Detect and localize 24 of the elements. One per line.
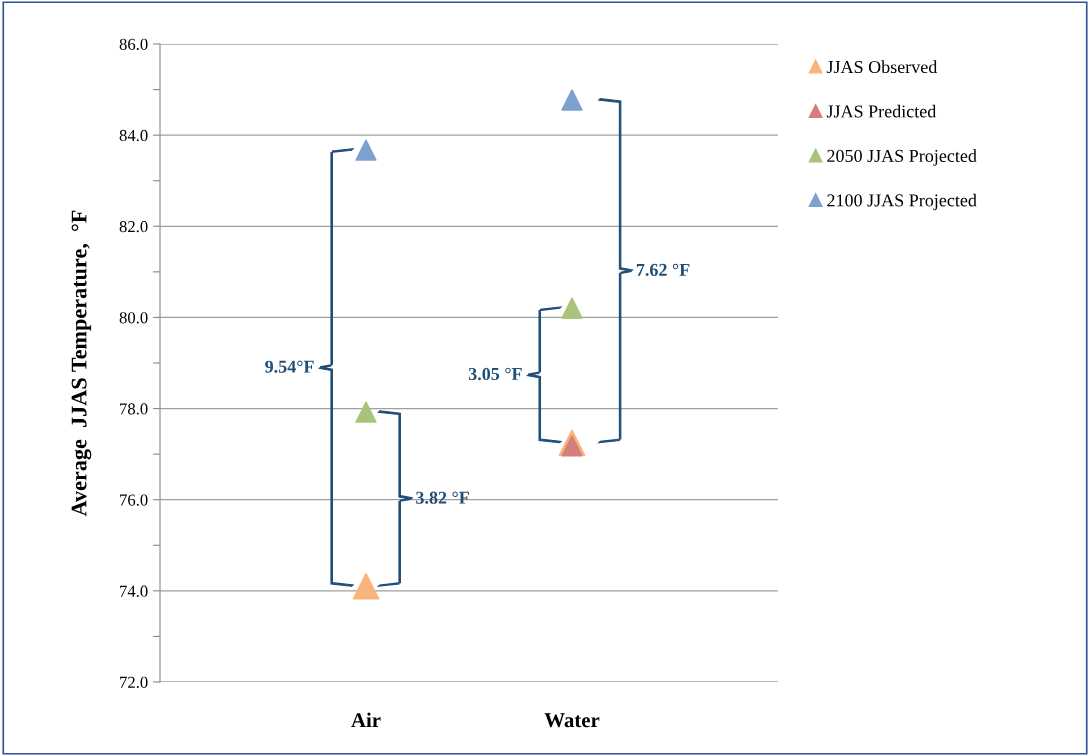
point [352, 573, 380, 600]
y-tick-label: 76.0 [120, 494, 148, 506]
legend-label: 2100 JJAS Projected [827, 193, 977, 211]
y-tick-label: 84.0 [119, 129, 148, 142]
y-tick-label: 80.0 [119, 312, 148, 324]
point [355, 401, 377, 423]
y-tick-label: 86.0 [119, 38, 148, 51]
y-tick-label: 78.0 [120, 403, 148, 415]
legend-label: JJAS Observed [826, 60, 938, 74]
y-tick-label: 74.0 [120, 585, 148, 597]
legend-label: 2050 JJAS Projected [827, 149, 977, 166]
y-axis-title: Average JJAS Temperature, °F [71, 210, 92, 517]
y-tick-label: 72.0 [120, 676, 148, 689]
y-tick-label: 82.0 [119, 220, 148, 233]
annotation: 9.54°F [265, 360, 314, 373]
point [561, 297, 583, 319]
point [561, 89, 583, 111]
x-tick-label: Air [351, 712, 381, 728]
legend-label: JJAS Predicted [826, 104, 937, 118]
annotation: 3.82 °F [416, 491, 469, 504]
annotation: 7.62 °F [636, 263, 690, 276]
annotation: 3.05 °F [468, 367, 522, 381]
x-tick-label: Water [544, 713, 600, 728]
point [355, 139, 377, 161]
